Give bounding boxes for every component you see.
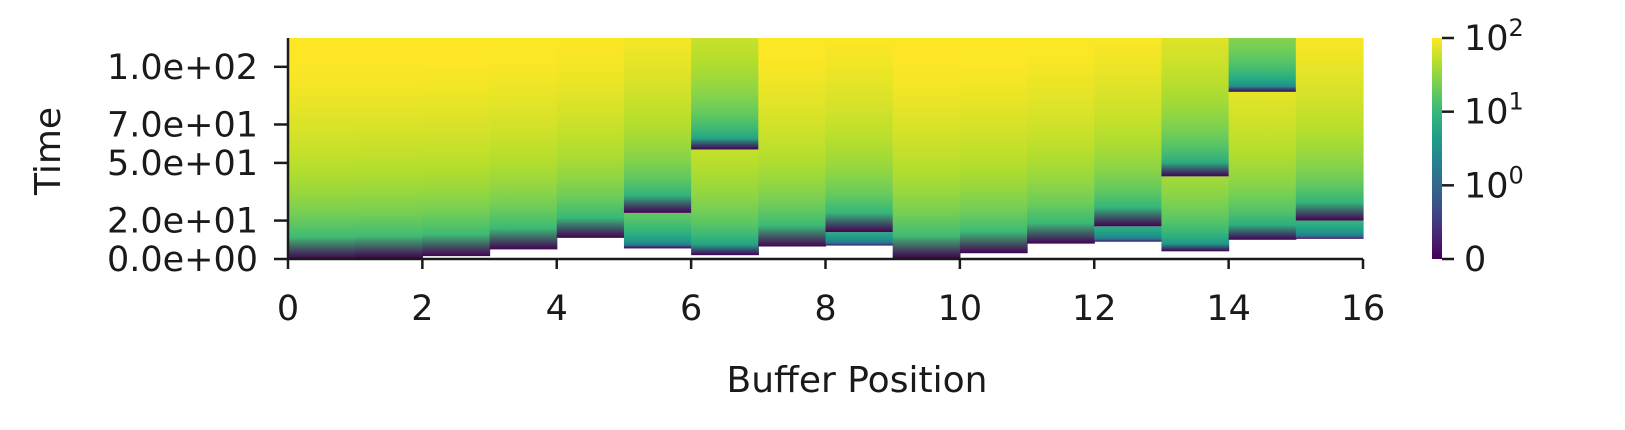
- x-tick-label: 14: [1206, 289, 1251, 329]
- x-tick-label: 6: [680, 289, 702, 329]
- heatmap-cell: [1295, 220, 1364, 239]
- heatmap-cells: [288, 38, 1364, 259]
- x-tick-label: 16: [1341, 289, 1386, 329]
- y-axis: 0.0e+002.0e+01 5.0e+017.0e+01 1.0e+02: [107, 38, 290, 280]
- x-axis-label: Buffer Position: [727, 360, 988, 401]
- heatmap-cell: [758, 38, 827, 247]
- colorbar-tick-label: 101: [1464, 88, 1524, 133]
- colorbar: 0 100 101 102: [1432, 14, 1524, 280]
- heatmap-cell: [422, 38, 491, 257]
- x-tick-label: 4: [546, 289, 568, 329]
- colorbar-gradient: [1432, 38, 1442, 259]
- y-axis-label: Time: [28, 107, 69, 196]
- heatmap-cell: [1027, 38, 1095, 244]
- heatmap-cell: [825, 232, 894, 246]
- y-tick-label: 0.0e+00: [107, 240, 258, 280]
- x-tick-label: 0: [277, 289, 299, 329]
- heatmap-cell: [623, 212, 692, 249]
- colorbar-tick-label: 100: [1464, 161, 1524, 206]
- heatmap-cell: [1161, 38, 1230, 177]
- y-tick-label: 1.0e+02: [107, 48, 258, 88]
- heatmap-cell: [1094, 38, 1163, 227]
- heatmap-cell: [623, 38, 692, 213]
- x-axis: 0 2 4 6 8 10 12 14 16: [277, 257, 1386, 329]
- heatmap-cell: [892, 38, 961, 259]
- colorbar-tick-label: 102: [1464, 14, 1524, 59]
- heatmap-cell: [1228, 38, 1297, 92]
- heatmap-cell: [825, 38, 894, 233]
- x-tick-label: 2: [411, 289, 433, 329]
- y-tick-label: 7.0e+01: [107, 105, 258, 145]
- heatmap-cell: [959, 38, 1028, 254]
- heatmap-cell: [691, 149, 759, 256]
- heatmap-cell: [1295, 38, 1364, 221]
- heatmap-cell: [288, 38, 356, 259]
- x-tick-label: 12: [1072, 289, 1117, 329]
- heatmap-cell: [489, 38, 558, 250]
- heatmap-cell: [556, 38, 625, 238]
- x-tick-label: 8: [814, 289, 836, 329]
- heatmap-cell: [355, 38, 423, 259]
- heatmap-cell: [691, 38, 759, 150]
- y-tick-label: 5.0e+01: [107, 144, 258, 184]
- heatmap-cell: [1228, 91, 1297, 240]
- heatmap-cell: [1161, 176, 1230, 252]
- colorbar-tick-label: 0: [1464, 240, 1486, 280]
- y-tick-label: 2.0e+01: [107, 202, 258, 242]
- x-tick-label: 10: [938, 289, 983, 329]
- heatmap-cell: [1094, 226, 1163, 242]
